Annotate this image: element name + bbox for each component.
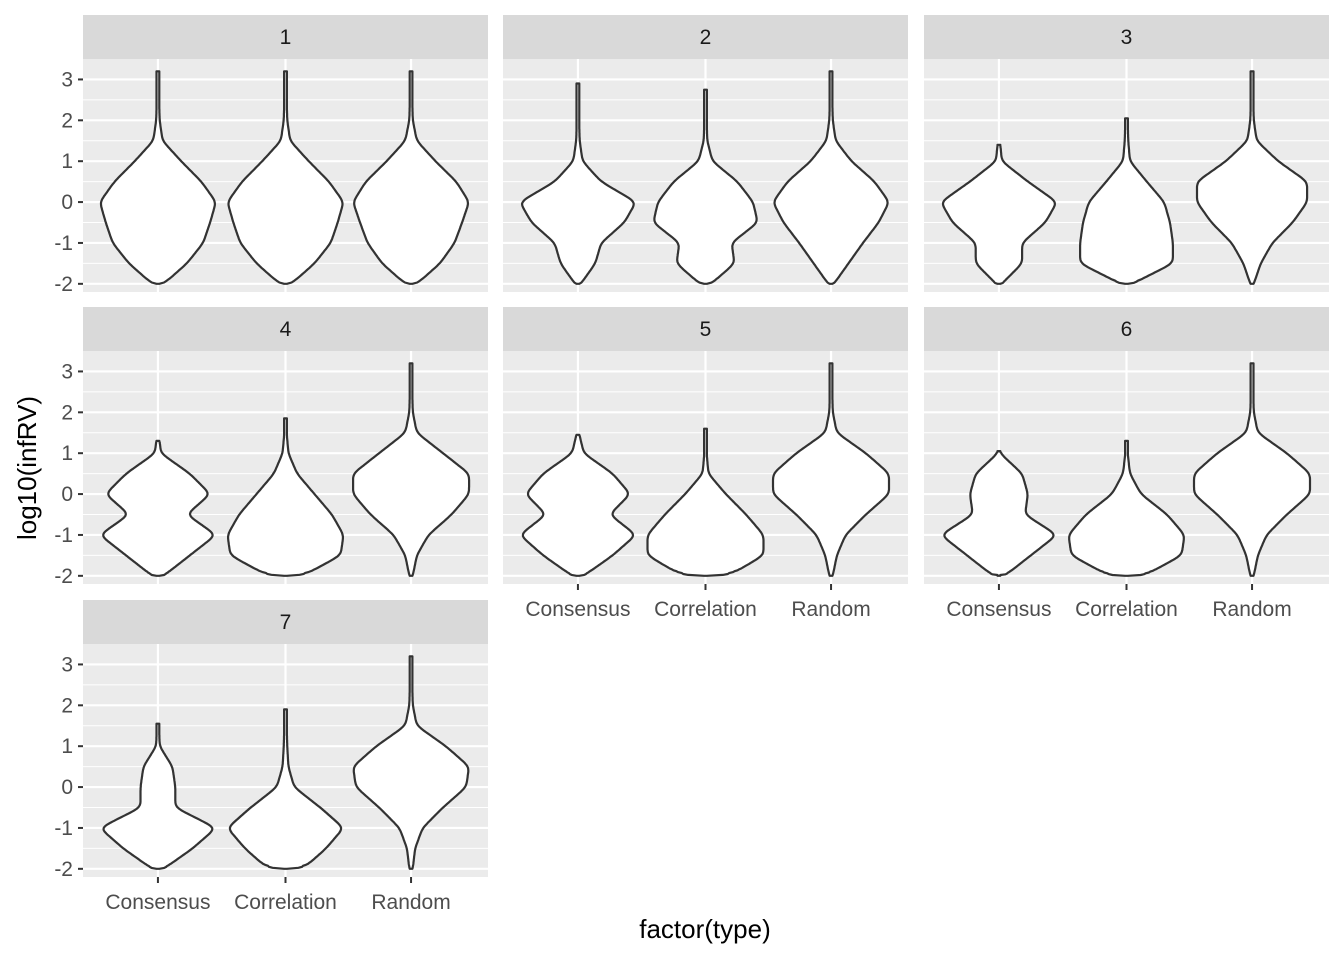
facet-strip	[83, 307, 488, 351]
x-tick-label: Consensus	[525, 598, 630, 621]
violin-random	[353, 70, 469, 285]
facet-panel-3: 3	[924, 15, 1329, 292]
violin-correlation	[653, 88, 758, 285]
facet-label: 3	[1121, 26, 1133, 49]
facet-panel-4: 4 -2 -1 0 1 2 3	[54, 307, 488, 588]
violin-consensus	[521, 82, 635, 285]
violin-random	[771, 362, 891, 577]
violin-consensus	[102, 439, 214, 577]
x-tick-label: Consensus	[946, 598, 1051, 621]
violin-consensus	[941, 143, 1056, 285]
violin-correlation	[227, 417, 344, 577]
x-axis-title: factor(type)	[639, 914, 771, 944]
y-tick-label: 2	[61, 694, 73, 717]
facet-panel-1: 1 -2 -1 0 1 2 3	[54, 15, 488, 296]
y-tick-label: 1	[61, 150, 73, 173]
violin-random	[352, 655, 470, 870]
violin-consensus	[99, 70, 216, 285]
violin-random	[352, 362, 471, 577]
facet-panel-2: 2	[503, 15, 908, 292]
violin-consensus	[521, 433, 635, 577]
y-axis-title: log10(infRV)	[12, 396, 42, 540]
x-tick-label: Random	[791, 598, 870, 621]
facet-label: 7	[280, 611, 292, 634]
facet-label: 1	[280, 26, 292, 49]
y-tick-label: -1	[54, 524, 73, 547]
y-tick-label: 0	[61, 776, 73, 799]
violin-correlation	[1068, 439, 1185, 577]
y-tick-label: 0	[61, 483, 73, 506]
x-tick-label: Consensus	[105, 891, 210, 914]
x-tick-label: Random	[371, 891, 450, 914]
violin-consensus	[102, 722, 214, 870]
violin-random	[773, 70, 889, 285]
facet-strip	[503, 307, 908, 351]
facet-panel-6: 6 Consensus Correlation Random	[924, 307, 1329, 621]
facet-label: 6	[1121, 318, 1133, 341]
facet-strip	[83, 15, 488, 59]
x-tick-label: Correlation	[234, 891, 337, 914]
violin-random	[1192, 362, 1312, 577]
violin-correlation	[646, 427, 765, 577]
x-tick-label: Correlation	[654, 598, 757, 621]
facet-label: 5	[700, 318, 712, 341]
violin-consensus	[943, 450, 1055, 577]
facet-strip	[503, 15, 908, 59]
y-tick-label: -2	[54, 273, 73, 296]
y-tick-label: -1	[54, 817, 73, 840]
y-tick-label: -2	[54, 858, 73, 881]
violin-correlation	[1079, 117, 1174, 285]
y-tick-label: -2	[54, 565, 73, 588]
y-tick-label: 3	[61, 653, 73, 676]
y-tick-label: 3	[61, 360, 73, 383]
facet-panel-7: 7 -2 -1 0 1 2 3 Consensus Correlation Random	[54, 600, 488, 914]
violin-random	[1195, 70, 1309, 285]
y-tick-label: 2	[61, 401, 73, 424]
facet-strip	[924, 307, 1329, 351]
violin-correlation	[228, 708, 343, 870]
facet-label: 2	[700, 26, 712, 49]
y-tick-label: 3	[61, 68, 73, 91]
facet-strip	[924, 15, 1329, 59]
x-tick-label: Correlation	[1075, 598, 1178, 621]
y-tick-label: -1	[54, 232, 73, 255]
facet-label: 4	[280, 318, 292, 341]
facet-panel-5: 5 Consensus Correlation Random	[503, 307, 908, 621]
violin-correlation	[227, 70, 344, 285]
facet-strip	[83, 600, 488, 644]
y-tick-label: 1	[61, 442, 73, 465]
y-tick-label: 2	[61, 109, 73, 132]
x-tick-label: Random	[1212, 598, 1291, 621]
y-tick-label: 1	[61, 735, 73, 758]
y-tick-label: 0	[61, 191, 73, 214]
